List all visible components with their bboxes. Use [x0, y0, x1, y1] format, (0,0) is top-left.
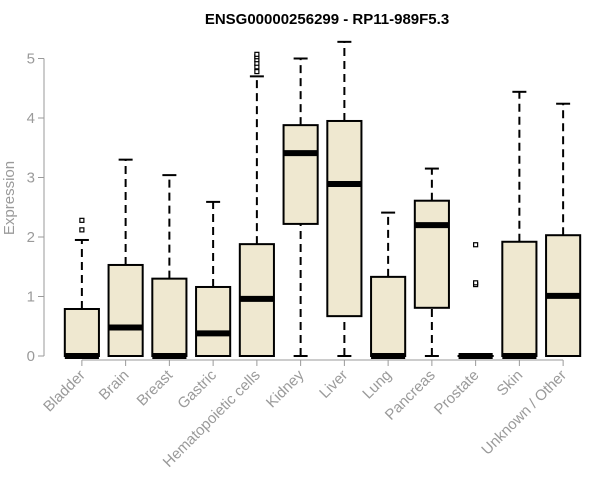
box-skin	[501, 90, 538, 359]
y-tick-label: 3	[27, 170, 35, 187]
y-tick-label: 0	[27, 348, 35, 365]
box-breast	[151, 174, 188, 359]
box-rect	[63, 307, 100, 357]
x-tick-label: Breast	[134, 366, 177, 409]
boxes-group	[63, 40, 582, 359]
outlier-point	[79, 217, 85, 223]
x-tick-label: Brain	[96, 367, 133, 404]
y-tick-label: 1	[27, 289, 35, 306]
box-prostate	[457, 242, 494, 359]
box-rect	[195, 285, 232, 358]
y-axis-label: Expression	[1, 161, 18, 235]
box-brain	[107, 158, 144, 357]
y-tick-label: 4	[27, 110, 35, 127]
y-axis: 0 1 2 3 4 5	[27, 51, 45, 365]
x-tick-label: Prostate	[431, 367, 483, 419]
box-rect	[326, 119, 363, 318]
box-lung	[370, 211, 407, 359]
box-pancreas	[413, 167, 450, 357]
box-rect	[282, 124, 319, 225]
x-tick-label: Skin	[494, 367, 527, 400]
outlier-point	[473, 242, 479, 248]
chart-title: ENSG00000256299 - RP11-989F5.3	[205, 11, 449, 28]
outlier-point	[254, 51, 260, 57]
box-rect	[107, 263, 144, 357]
box-kidney	[282, 57, 319, 357]
box-gastric	[195, 200, 232, 358]
box-hematopoietic-cells	[238, 51, 275, 357]
x-tick-label: Bladder	[40, 367, 89, 416]
outlier-point	[79, 227, 85, 233]
x-tick-label: Kidney	[263, 366, 308, 411]
box-bladder	[63, 217, 100, 359]
box-rect	[370, 275, 407, 357]
y-tick-label: 2	[27, 229, 35, 246]
x-tick-label: Liver	[316, 367, 351, 402]
box-rect	[501, 240, 538, 357]
outlier-point	[473, 280, 479, 286]
box-rect	[151, 277, 188, 357]
box-rect	[413, 199, 450, 309]
box-liver	[326, 40, 363, 357]
x-tick-label: Lung	[359, 367, 395, 403]
box-unknown-other	[545, 102, 582, 357]
outlier-point	[254, 68, 260, 75]
y-tick-label: 5	[27, 51, 35, 68]
